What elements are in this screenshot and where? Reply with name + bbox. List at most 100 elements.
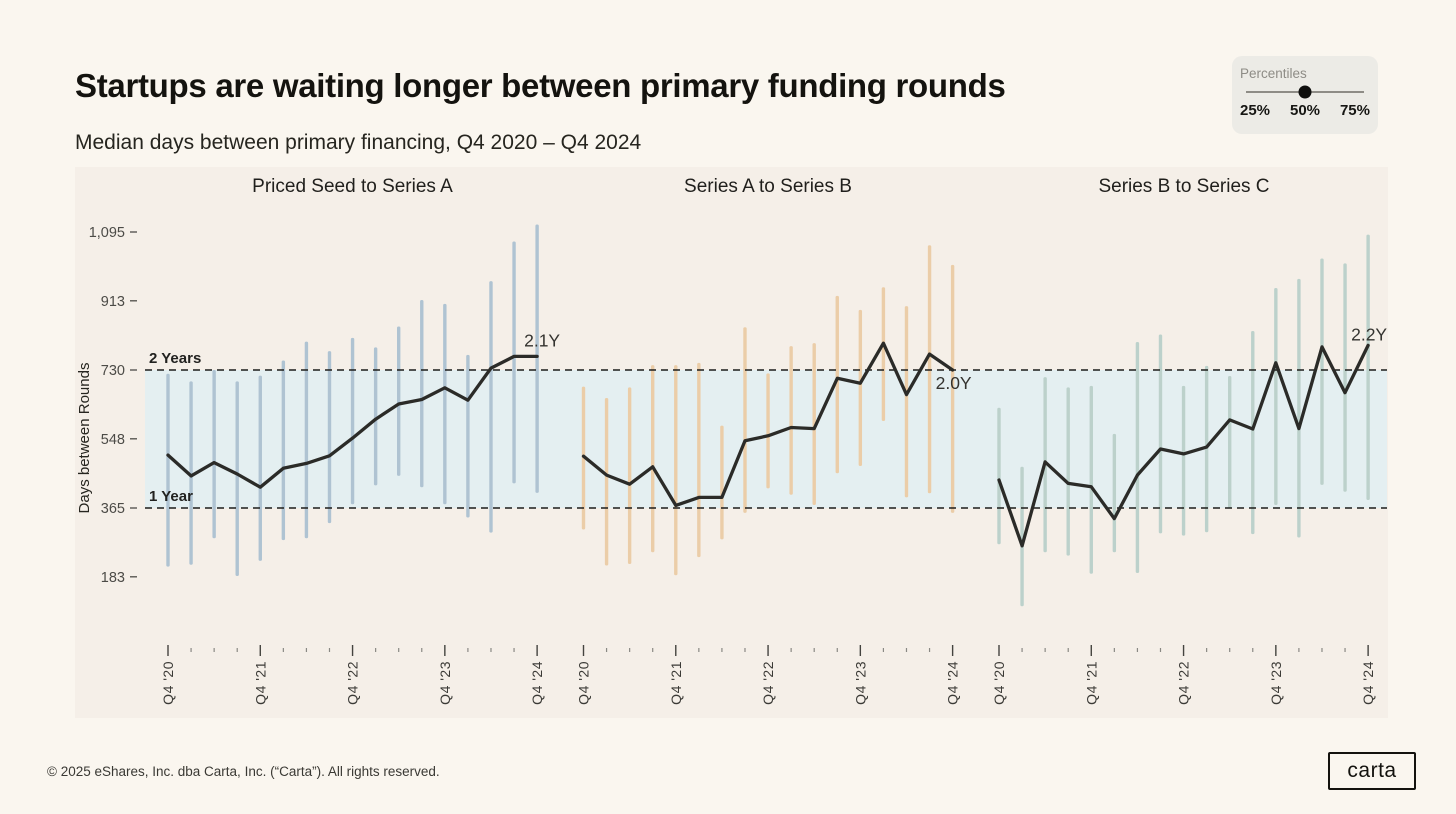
y-tick-label: 1,095	[89, 225, 125, 241]
y-tick-label: 913	[101, 294, 125, 310]
x-tick-label: Q4 '24	[1360, 661, 1376, 705]
range-bar	[881, 287, 886, 422]
median-line	[997, 343, 1370, 548]
range-bar	[651, 365, 655, 553]
x-tick-label: Q4 '24	[945, 661, 961, 705]
end-value-annotation: 2.2Y	[1351, 324, 1387, 344]
chart-area: 1 Year 2 Years 183 365 548 730 913 1,095 Days be…	[75, 167, 1388, 718]
reference-label-2-years: 2 Years	[149, 350, 201, 367]
range-bar	[927, 245, 932, 494]
carta-logo: carta	[1328, 752, 1416, 790]
range-bar	[166, 373, 170, 567]
median-line	[581, 341, 955, 508]
range-bar	[281, 360, 286, 541]
x-tick-label: Q4 '22	[760, 661, 776, 705]
range-bar	[535, 224, 539, 493]
range-bar	[1158, 334, 1163, 534]
range-bar	[835, 295, 839, 474]
panel-priced-seed-to-series-a: Priced Seed to Series A 2.1Y	[166, 176, 560, 489]
x-axis-series-b-to-series-c: Q4 '20 Q4 '21 Q4 '22 Q4 '23 Q4 '24	[991, 645, 1376, 705]
x-tick-label: Q4 '22	[345, 661, 361, 705]
range-bar	[212, 370, 216, 539]
page-title: Startups are waiting longer between prim…	[75, 67, 1006, 105]
range-bar	[258, 375, 262, 561]
x-tick-label: Q4 '24	[529, 661, 545, 705]
range-bar	[766, 373, 770, 489]
percentile-option-50[interactable]: 50%	[1289, 102, 1321, 119]
range-bar	[350, 337, 355, 505]
percentile-slider[interactable]	[1246, 85, 1364, 99]
panel-series-a-to-series-b: Series A to Series B 2.0Y	[581, 176, 972, 508]
range-bar	[604, 397, 609, 566]
range-bar	[812, 343, 816, 505]
range-bar	[1320, 258, 1324, 485]
range-bar	[743, 327, 747, 513]
range-bar	[466, 354, 470, 518]
range-bar	[443, 303, 447, 505]
range-bar	[697, 362, 701, 558]
range-bar	[1204, 365, 1209, 533]
range-bar	[235, 381, 239, 577]
y-tick-label: 730	[101, 363, 125, 379]
range-bar	[674, 365, 678, 576]
end-value-annotation: 2.1Y	[524, 330, 560, 350]
bars-series-b-to-series-c	[997, 234, 1370, 607]
range-bar	[1020, 466, 1024, 607]
range-bar	[420, 300, 424, 488]
bars-priced-seed-to-series-a	[166, 224, 539, 577]
y-axis: 183 365 548 730 913 1,095	[89, 225, 137, 586]
x-tick-label: Q4 '20	[991, 661, 1007, 705]
end-value-annotation: 2.0Y	[936, 373, 972, 393]
x-tick-label: Q4 '20	[576, 661, 592, 705]
panel-series-b-to-series-c: Series B to Series C 2.2Y	[997, 176, 1387, 548]
y-tick-label: 548	[101, 432, 125, 448]
range-bar	[304, 341, 309, 539]
range-bar	[1228, 376, 1232, 508]
range-bar	[950, 264, 955, 513]
range-bar	[1181, 385, 1186, 536]
y-tick-label: 365	[101, 501, 125, 517]
one-to-two-year-band	[145, 370, 1387, 508]
copyright-text: © 2025 eShares, Inc. dba Carta, Inc. (“C…	[47, 764, 440, 779]
funding-rounds-chart: 1 Year 2 Years 183 365 548 730 913 1,095 Days be…	[76, 176, 1387, 705]
y-axis-title: Days between Rounds	[76, 363, 93, 514]
x-tick-label: Q4 '21	[252, 661, 268, 705]
x-tick-label: Q4 '23	[852, 661, 868, 705]
median-line	[166, 354, 539, 489]
range-bar	[1274, 287, 1278, 505]
panel-title: Series A to Series B	[684, 176, 852, 197]
panel-title: Series B to Series C	[1098, 176, 1269, 197]
range-bar	[373, 347, 378, 486]
percentiles-label: Percentiles	[1240, 66, 1307, 81]
y-tick-label: 183	[101, 570, 125, 586]
percentiles-control: Percentiles 25% 50% 75%	[1232, 56, 1378, 134]
range-bar	[1366, 234, 1370, 501]
range-bar	[904, 306, 909, 498]
x-tick-label: Q4 '21	[1083, 661, 1099, 705]
range-bar	[720, 425, 724, 540]
x-axis-priced-seed-to-series-a: Q4 '20 Q4 '21 Q4 '22 Q4 '23 Q4 '24	[160, 645, 545, 705]
range-bar	[1066, 387, 1070, 556]
x-tick-label: Q4 '22	[1176, 661, 1192, 705]
carta-logo-text: carta	[1347, 759, 1397, 782]
slider-handle[interactable]	[1298, 85, 1312, 99]
panel-title: Priced Seed to Series A	[252, 176, 453, 197]
percentile-option-75[interactable]: 75%	[1339, 102, 1370, 119]
range-bar	[1297, 278, 1301, 538]
range-bar	[997, 407, 1001, 545]
x-tick-label: Q4 '20	[160, 661, 176, 705]
range-bar	[512, 241, 516, 484]
range-bar	[1135, 342, 1140, 574]
x-tick-label: Q4 '23	[437, 661, 453, 705]
x-tick-label: Q4 '23	[1268, 661, 1284, 705]
range-bar	[858, 309, 863, 467]
x-axis-series-a-to-series-b: Q4 '20 Q4 '21 Q4 '22 Q4 '23 Q4 '24	[576, 645, 961, 705]
range-bar	[1112, 433, 1117, 553]
range-bar	[1089, 385, 1093, 574]
range-bar	[489, 281, 493, 533]
percentile-option-25[interactable]: 25%	[1240, 102, 1271, 119]
reference-label-1-year: 1 Year	[149, 488, 193, 505]
range-bar	[1343, 263, 1347, 492]
x-tick-label: Q4 '21	[668, 661, 684, 705]
range-bar	[327, 351, 332, 524]
